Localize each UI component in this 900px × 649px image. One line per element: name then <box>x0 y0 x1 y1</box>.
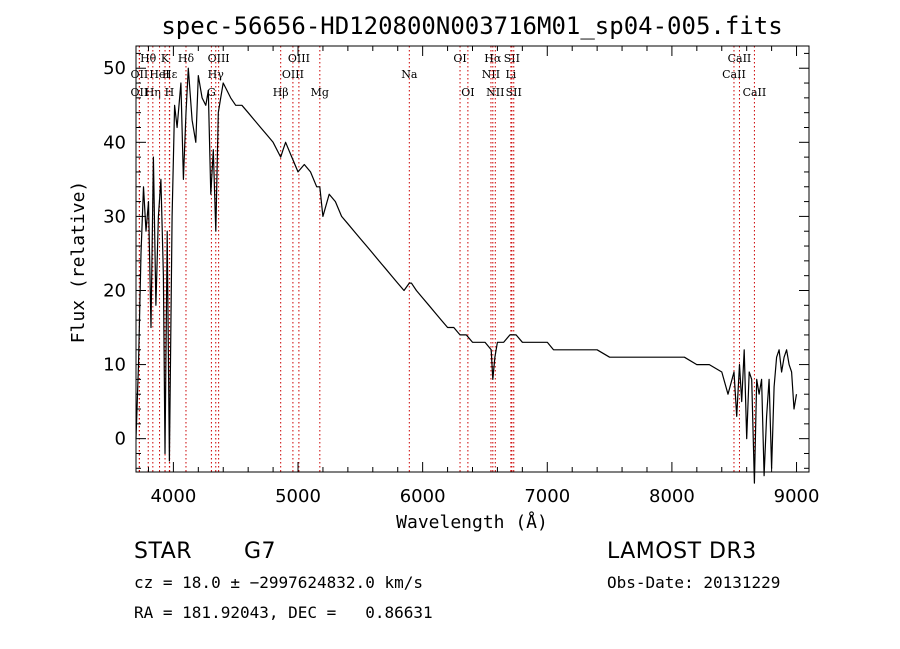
emission-line-label: CaII <box>728 52 752 65</box>
emission-line-label: OIII <box>288 52 310 65</box>
emission-line-label: OII <box>131 68 149 81</box>
y-tick-label: 20 <box>103 280 126 301</box>
emission-line-label: Mg <box>311 86 329 99</box>
y-axis-label: Flux (relative) <box>68 181 89 344</box>
emission-line-label: Hδ <box>178 52 195 65</box>
redshift-velocity: cz = 18.0 ± −2997624832.0 km/s <box>134 573 423 592</box>
x-tick-label: 5000 <box>275 486 321 507</box>
object-class: STAR <box>134 539 193 564</box>
emission-line-label: SII <box>506 86 522 99</box>
emission-line-label: CaII <box>743 86 767 99</box>
emission-line-label: SII <box>504 52 520 65</box>
emission-line-label: Hα <box>484 52 502 65</box>
y-tick-label: 40 <box>103 132 126 153</box>
survey-name: LAMOST DR3 <box>607 539 757 564</box>
emission-line-label: Li <box>505 68 516 81</box>
x-tick-label: 6000 <box>400 486 446 507</box>
x-tick-label: 9000 <box>774 486 820 507</box>
emission-line-label: G <box>207 86 216 99</box>
y-tick-label: 10 <box>103 355 126 376</box>
emission-line-label: CaII <box>722 68 746 81</box>
emission-line-label: Hε <box>162 68 178 81</box>
x-tick-label: 4000 <box>150 486 196 507</box>
x-axis-label: Wavelength (Å) <box>396 511 548 533</box>
emission-line-label: Hθ <box>140 52 157 65</box>
emission-line-label: Hβ <box>273 86 289 99</box>
emission-line-label: H <box>165 86 175 99</box>
emission-line-label: OI <box>453 52 466 65</box>
sky-coordinates: RA = 181.92043, DEC = 0.86631 <box>134 603 433 622</box>
y-tick-label: 50 <box>103 58 126 79</box>
chart-title: spec-56656-HD120800N003716M01_sp04-005.f… <box>161 12 782 40</box>
plot-area: OIIHθOIIHηHeIKHHεHδGOIIIHγHβOIIIOIIIMgNa… <box>103 45 820 507</box>
emission-line-label: OI <box>461 86 474 99</box>
emission-line-label: Na <box>401 68 418 81</box>
y-tick-label: 30 <box>103 206 126 227</box>
emission-line-label: NII <box>482 68 500 81</box>
emission-line-label: K <box>161 52 170 65</box>
plot-frame <box>135 45 810 473</box>
emission-line-label: OIII <box>208 52 230 65</box>
spectrum-series-line <box>135 67 798 484</box>
emission-line-label: OIII <box>282 68 304 81</box>
x-tick-label: 7000 <box>524 486 570 507</box>
x-tick-label: 8000 <box>649 486 695 507</box>
observation-date: Obs-Date: 20131229 <box>607 573 781 592</box>
emission-line-label: Hη <box>145 86 161 99</box>
y-tick-label: 0 <box>115 429 126 450</box>
emission-line-label: Hγ <box>208 68 225 81</box>
emission-line-label: OII <box>131 86 149 99</box>
emission-line-label: NII <box>486 86 504 99</box>
object-subclass: G7 <box>244 539 277 564</box>
